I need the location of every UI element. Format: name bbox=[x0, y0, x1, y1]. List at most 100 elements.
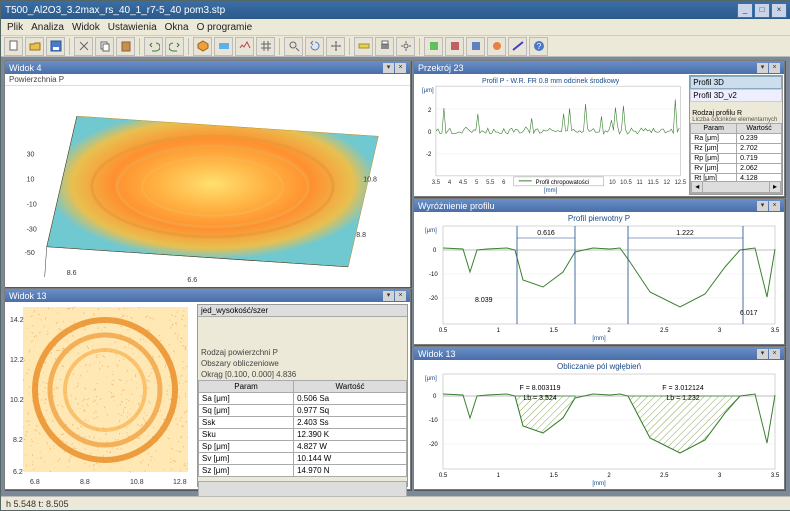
menu-okna[interactable]: Okna bbox=[165, 22, 189, 33]
svg-text:11: 11 bbox=[636, 180, 643, 186]
tool-new-icon[interactable] bbox=[4, 37, 23, 56]
plot-2d-heatmap[interactable]: 14.2 12.2 10.2 8.2 6.2 6.8 8.8 10.8 12.8… bbox=[5, 302, 410, 489]
mid-params-panel: jed_wysokość/szer Rodzaj powierzchni P O… bbox=[197, 304, 408, 487]
svg-text:1: 1 bbox=[497, 473, 501, 479]
tool-profile-icon[interactable] bbox=[235, 37, 254, 56]
svg-text:12: 12 bbox=[663, 180, 670, 186]
svg-text:3.5: 3.5 bbox=[771, 328, 780, 334]
tool-measure-icon[interactable] bbox=[354, 37, 373, 56]
pane-pin-icon[interactable]: ▾ bbox=[383, 63, 394, 73]
svg-text:[mm]: [mm] bbox=[592, 336, 606, 342]
profile1-chart-title: Profil P - W.R. FR 0.8 mm odcinek środko… bbox=[482, 78, 620, 85]
svg-text:10.5: 10.5 bbox=[620, 180, 632, 186]
minimize-button[interactable]: _ bbox=[737, 3, 753, 18]
svg-text:2: 2 bbox=[428, 108, 432, 114]
svg-text:0: 0 bbox=[433, 394, 437, 400]
svg-text:30: 30 bbox=[27, 151, 35, 158]
svg-text:2.5: 2.5 bbox=[660, 328, 669, 334]
svg-text:1.222: 1.222 bbox=[676, 230, 694, 237]
svg-text:2: 2 bbox=[607, 473, 611, 479]
right-params-sub[interactable]: Profil 3D_v2 bbox=[690, 89, 782, 102]
plot-3d-surface[interactable]: 30 10 -10 -30 -50 10.8 8.8 6.6 8.6 bbox=[5, 86, 410, 287]
profile1-chart[interactable]: Profil P - W.R. FR 0.8 mm odcinek środko… bbox=[414, 74, 688, 194]
table-row: Ssk2.403 Ss bbox=[199, 417, 407, 429]
svg-text:[μm]: [μm] bbox=[425, 376, 437, 382]
tool-open-icon[interactable] bbox=[25, 37, 44, 56]
svg-text:6: 6 bbox=[502, 180, 506, 186]
tool-help-icon[interactable]: ? bbox=[529, 37, 548, 56]
tool-b-icon[interactable] bbox=[445, 37, 464, 56]
tool-zoom-icon[interactable] bbox=[284, 37, 303, 56]
mid-params-scrollbar[interactable] bbox=[198, 481, 407, 497]
pane-2d-view: Widok 13 ▾× 14.2 12.2 10.2 8 bbox=[4, 288, 411, 490]
tool-redo-icon[interactable] bbox=[165, 37, 184, 56]
right-params-header[interactable]: Profil 3D bbox=[690, 76, 782, 89]
svg-text:1.5: 1.5 bbox=[549, 473, 558, 479]
tool-grid-icon[interactable] bbox=[256, 37, 275, 56]
menubar: Plik Analiza Widok Ustawienia Okna O pro… bbox=[1, 19, 790, 36]
svg-text:12.5: 12.5 bbox=[674, 180, 686, 186]
svg-text:Profil chropowatości: Profil chropowatości bbox=[536, 180, 589, 186]
svg-text:0.5: 0.5 bbox=[439, 328, 448, 334]
mid-params-table: ParamWartość Sa [μm]0.506 Sa Sq [μm]0.97… bbox=[198, 380, 407, 477]
tool-c-icon[interactable] bbox=[466, 37, 485, 56]
svg-text:Lb = 3.524: Lb = 3.524 bbox=[523, 395, 556, 402]
table-row: Sq [μm]0.977 Sq bbox=[199, 405, 407, 417]
tool-3d-icon[interactable] bbox=[193, 37, 212, 56]
menu-plik[interactable]: Plik bbox=[7, 22, 23, 33]
tool-a-icon[interactable] bbox=[424, 37, 443, 56]
pane-close-icon[interactable]: × bbox=[395, 63, 406, 73]
pane-pin-icon[interactable]: ▾ bbox=[383, 291, 394, 301]
maximize-button[interactable]: □ bbox=[754, 3, 770, 18]
tool-pan-icon[interactable] bbox=[326, 37, 345, 56]
svg-text:10: 10 bbox=[27, 176, 35, 183]
tool-undo-icon[interactable] bbox=[144, 37, 163, 56]
pane-close-icon[interactable]: × bbox=[395, 291, 406, 301]
svg-text:6.8: 6.8 bbox=[30, 479, 40, 486]
svg-text:4.5: 4.5 bbox=[459, 180, 468, 186]
tool-d-icon[interactable] bbox=[487, 37, 506, 56]
svg-text:5.5: 5.5 bbox=[486, 180, 495, 186]
pane-3d-view: Widok 4 ▾× Powierzchnia P bbox=[4, 60, 411, 287]
tool-paste-icon[interactable] bbox=[116, 37, 135, 56]
scroll-left-icon[interactable]: ◂ bbox=[692, 182, 703, 192]
tool-cut-icon[interactable] bbox=[74, 37, 93, 56]
svg-text:-10: -10 bbox=[27, 202, 37, 209]
svg-text:F = 8.003119: F = 8.003119 bbox=[520, 385, 561, 392]
tool-save-icon[interactable] bbox=[46, 37, 65, 56]
tool-settings-icon[interactable] bbox=[396, 37, 415, 56]
pane-pin-icon[interactable]: ▾ bbox=[757, 63, 768, 73]
menu-ustawienia[interactable]: Ustawienia bbox=[108, 22, 157, 33]
pane-pin-icon[interactable]: ▾ bbox=[757, 349, 768, 359]
svg-text:[μm]: [μm] bbox=[422, 88, 434, 94]
table-row: Sa [μm]0.506 Sa bbox=[199, 393, 407, 405]
svg-text:Lb = 1.232: Lb = 1.232 bbox=[666, 395, 699, 402]
pane-close-icon[interactable]: × bbox=[769, 63, 780, 73]
mid-params-tab[interactable]: jed_wysokość/szer bbox=[198, 305, 407, 317]
tool-print-icon[interactable] bbox=[375, 37, 394, 56]
menu-widok[interactable]: Widok bbox=[72, 22, 100, 33]
tool-copy-icon[interactable] bbox=[95, 37, 114, 56]
tool-e-icon[interactable] bbox=[508, 37, 527, 56]
pane-close-icon[interactable]: × bbox=[769, 201, 780, 211]
tool-rotate-icon[interactable] bbox=[305, 37, 324, 56]
pane-pin-icon[interactable]: ▾ bbox=[757, 201, 768, 211]
svg-text:8.2: 8.2 bbox=[13, 437, 23, 444]
status-text: h 5.548 t: 8.505 bbox=[6, 499, 69, 509]
svg-text:0.616: 0.616 bbox=[537, 230, 555, 237]
svg-text:F = 3.012124: F = 3.012124 bbox=[662, 385, 704, 392]
menu-oprogramie[interactable]: O programie bbox=[197, 22, 253, 33]
pane-2d-title: Widok 13 bbox=[9, 291, 47, 301]
svg-text:2.5: 2.5 bbox=[660, 473, 669, 479]
svg-text:10.8: 10.8 bbox=[363, 176, 377, 183]
mid-params-sub2: Obszary obliczeniowe bbox=[198, 358, 407, 369]
tool-surface-icon[interactable] bbox=[214, 37, 233, 56]
pane-close-icon[interactable]: × bbox=[769, 349, 780, 359]
scroll-right-icon[interactable]: ▸ bbox=[769, 182, 780, 192]
close-button[interactable]: × bbox=[771, 3, 787, 18]
profile2-chart[interactable]: Profil pierwotny P 0.616 1.222 8.039 bbox=[414, 212, 784, 342]
profile3-chart[interactable]: Obliczanie pól wgłębień F = 8.003119 Lb … bbox=[414, 360, 784, 487]
svg-text:8.8: 8.8 bbox=[356, 232, 366, 239]
menu-analiza[interactable]: Analiza bbox=[31, 22, 64, 33]
svg-text:-50: -50 bbox=[25, 250, 35, 257]
